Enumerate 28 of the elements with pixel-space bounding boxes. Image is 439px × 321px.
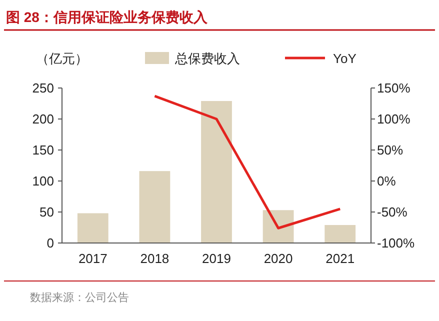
bar — [324, 225, 356, 243]
bar — [77, 213, 108, 243]
y2-tick-label: -50% — [377, 204, 408, 220]
y2-tick-label: 0% — [377, 174, 396, 189]
y-tick-label: 200 — [32, 112, 54, 127]
y-tick-label: 250 — [32, 80, 54, 96]
y-tick-label: 150 — [32, 142, 54, 158]
y2-tick-label: 50% — [377, 142, 404, 158]
bar — [139, 171, 170, 243]
x-tick-label: 2019 — [202, 251, 231, 266]
x-tick-label: 2021 — [326, 251, 355, 266]
bar — [201, 101, 232, 243]
source-note: 数据来源：公司公告 — [30, 291, 129, 304]
x-tick-label: 2018 — [140, 251, 170, 266]
legend-label: YoY — [333, 51, 357, 66]
legend-label: 总保费收入 — [174, 51, 240, 66]
y2-tick-label: -100% — [377, 236, 416, 251]
y2-tick-label: 100% — [377, 112, 411, 127]
line-series — [153, 94, 342, 230]
x-tick-label: 2020 — [264, 251, 293, 266]
y-tick-label: 0 — [46, 236, 54, 251]
chart-title: 图 28：信用保证险业务保费收入 — [6, 9, 208, 25]
y2-tick-label: 150% — [377, 80, 411, 96]
y-tick-label: 100 — [32, 174, 54, 189]
y-axis-title: （亿元） — [36, 51, 88, 66]
y-tick-label: 50 — [40, 204, 54, 220]
x-tick-label: 2017 — [78, 251, 108, 266]
bar — [262, 210, 294, 243]
